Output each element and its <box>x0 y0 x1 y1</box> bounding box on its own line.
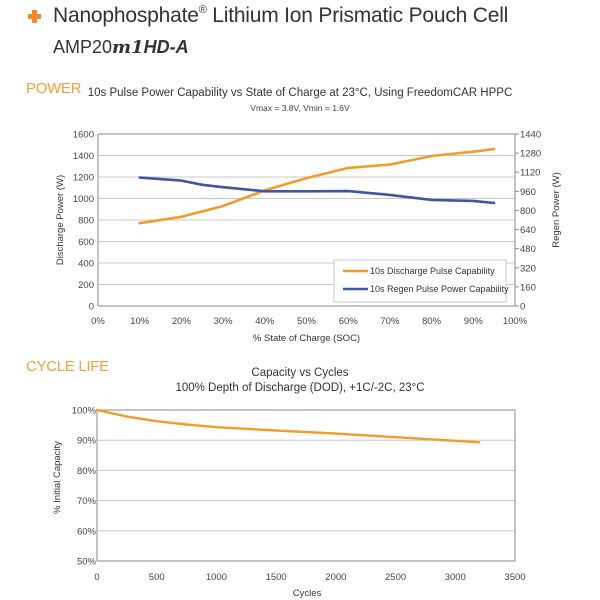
model-mark: m1 <box>112 37 144 58</box>
y-tick-label: 600 <box>78 237 94 248</box>
x-tick-label: 10% <box>130 316 150 327</box>
y2-tick-label: 640 <box>520 225 536 236</box>
y-tick-label: 70% <box>77 496 97 507</box>
power-chart-title: 10s Pulse Power Capability vs State of C… <box>87 87 513 99</box>
legend-label-discharge: 10s Discharge Pulse Capability <box>370 266 495 276</box>
model-name: AMP20m1HD-A <box>53 37 189 58</box>
y2-tick-label: 160 <box>520 282 536 293</box>
legend-box <box>333 259 507 303</box>
x-tick-label: 3000 <box>445 572 466 583</box>
discharge-series-line <box>138 147 496 225</box>
x-tick-label: 70% <box>380 316 400 327</box>
section-power: POWER <box>26 80 82 97</box>
x-tick-label: 1000 <box>206 572 227 583</box>
registered-mark: ® <box>198 4 207 16</box>
x-tick-label: 50% <box>297 316 317 327</box>
y-tick-label: 60% <box>77 526 97 537</box>
x-tick-label: 20% <box>172 316 192 327</box>
y2-tick-label: 800 <box>520 206 536 217</box>
y-tick-label: 100% <box>72 406 97 417</box>
x-tick-label: 3500 <box>504 572 525 583</box>
title-rest: Lithium Ion Prismatic Pouch Cell <box>206 4 509 27</box>
title-main: Nanophosphate <box>53 4 199 27</box>
y2-tick-label: 0 <box>520 302 525 313</box>
x-tick-label: 80% <box>422 316 442 327</box>
section-cycle-life: CYCLE LIFE <box>26 358 109 375</box>
x-tick-label: 500 <box>149 572 165 583</box>
x-tick-label: 90% <box>464 316 484 327</box>
y-tick-label: 50% <box>77 557 97 568</box>
legend-label-regen: 10s Regen Pulse Power Capability <box>370 284 509 294</box>
x-tick-label: 2000 <box>325 572 346 583</box>
plus-icon <box>28 10 41 23</box>
y-tick-label: 1600 <box>73 130 94 141</box>
x-tick-label: 2500 <box>385 572 406 583</box>
y2-tick-label: 480 <box>520 244 536 255</box>
x-tick-label: 0% <box>91 316 105 327</box>
x-tick-label: 40% <box>255 316 275 327</box>
legend: 10s Discharge Pulse Capability 10s Regen … <box>333 259 509 303</box>
y2-tick-label: 320 <box>520 263 536 274</box>
x-axis-label: % State of Charge (SOC) <box>253 333 360 344</box>
y-axis-label: Discharge Power (W) <box>55 175 66 265</box>
product-title: Nanophosphate® Lithium Ion Prismatic Pou… <box>53 4 508 28</box>
model-suffix: HD-A <box>143 37 189 57</box>
y-axis-label: % Initial Capacity <box>52 441 63 514</box>
cycle-chart-title: Capacity vs Cycles <box>251 367 349 379</box>
y-tick-label: 400 <box>78 259 94 270</box>
y2-tick-label: 1120 <box>520 168 540 179</box>
x-tick-label: 30% <box>214 316 234 327</box>
y2-tick-label: 960 <box>520 187 536 198</box>
y2-tick-label: 1440 <box>520 130 541 141</box>
y-tick-label: 1200 <box>73 173 94 184</box>
x-axis-label: Cycles <box>293 588 322 599</box>
x-tick-label: 1500 <box>266 572 287 583</box>
y-tick-label: 1000 <box>73 194 94 205</box>
y-tick-label: 200 <box>78 280 94 291</box>
y-tick-label: 80% <box>77 466 97 477</box>
y2-axis-label: Regen Power (W) <box>551 172 562 248</box>
x-tick-label: 0 <box>94 572 99 583</box>
model-prefix: AMP20 <box>53 37 113 57</box>
x-tick-label: 100% <box>503 316 528 327</box>
capacity-series-line <box>95 408 481 444</box>
power-chart-subtitle: Vmax = 3.8V, Vmin = 1.6V <box>250 103 350 113</box>
cycle-chart-subtitle: 100% Depth of Discharge (DOD), +1C/-2C, … <box>175 382 425 394</box>
y-tick-label: 1400 <box>73 151 94 162</box>
y-tick-label: 0 <box>89 302 94 313</box>
y-tick-label: 90% <box>77 436 97 447</box>
y2-tick-label: 1280 <box>520 149 541 160</box>
x-tick-label: 60% <box>339 316 359 327</box>
y-tick-label: 800 <box>78 216 94 227</box>
